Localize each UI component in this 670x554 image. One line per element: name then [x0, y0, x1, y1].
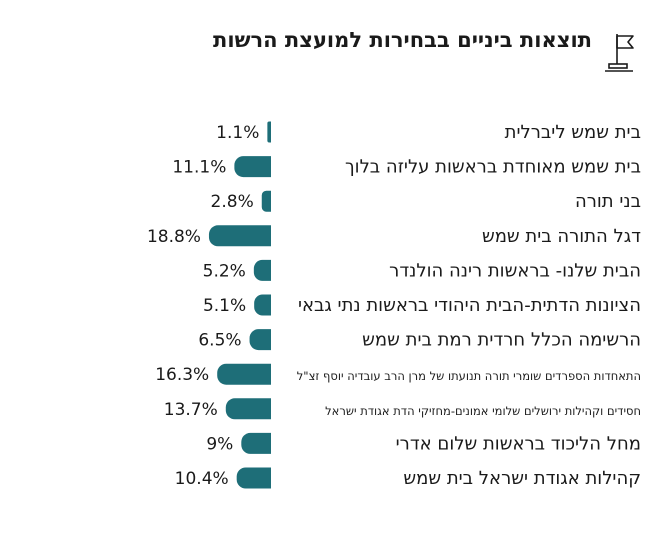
category-label-7: התאחדות הספרדים שומרי תורה תנועתו של מרן… [297, 369, 641, 383]
value-label-8: 13.7% [164, 400, 218, 420]
flag-icon [605, 34, 634, 72]
bar-0 [267, 121, 271, 143]
chart-title: תוצאות ביניים בבחירות למועצת הרשות [213, 28, 592, 52]
bar-10 [236, 467, 271, 489]
chart-header: תוצאות ביניים בבחירות למועצת הרשות [0, 0, 670, 90]
value-label-0: 1.1% [216, 123, 259, 143]
value-label-4: 5.2% [203, 261, 246, 281]
value-label-1: 11.1% [172, 158, 226, 178]
bar-1 [234, 156, 271, 178]
category-label-3: דגל התורה בית שמש [482, 226, 641, 247]
category-label-6: הרשימה הכלל חרדית רמת בית שמש [362, 330, 641, 351]
category-label-1: בית שמש מאוחדת בראשות עליזה בלוך [345, 157, 641, 178]
bar-4 [253, 259, 271, 281]
bar-7 [217, 363, 271, 385]
value-label-6: 6.5% [198, 331, 241, 351]
category-label-10: קהילות אגודת ישראל בית שמש [403, 468, 641, 489]
value-label-7: 16.3% [155, 365, 209, 385]
category-label-0: בית שמש ליברלית [505, 122, 641, 143]
category-label-2: בני תורה [575, 191, 641, 212]
bar-2 [261, 190, 271, 212]
category-label-5: הציונות הדתית-הבית היהודי בראשות נתי גבא… [298, 295, 641, 316]
category-label-4: הבית שלנו- בראשות רינה הולנדר [389, 260, 641, 281]
category-label-9: מחל הליכוד בראשות שלום אדרי [396, 433, 641, 454]
value-label-5: 5.1% [203, 296, 246, 316]
value-label-2: 2.8% [211, 192, 254, 212]
value-label-10: 10.4% [175, 469, 229, 489]
bar-9 [241, 432, 271, 454]
category-label-8: חסידים וקהילות ירושלים שלומי אמונים-מחזי… [325, 404, 641, 418]
bar-6 [249, 329, 271, 351]
bar-chart: 1.1% בית שמש ליברלית 11.1% בית שמש מאוחדת ב… [147, 121, 641, 489]
value-label-3: 18.8% [147, 227, 201, 247]
bar-8 [225, 398, 271, 420]
bar-3 [208, 225, 271, 247]
value-label-9: 9% [206, 434, 233, 454]
bar-5 [254, 294, 271, 316]
